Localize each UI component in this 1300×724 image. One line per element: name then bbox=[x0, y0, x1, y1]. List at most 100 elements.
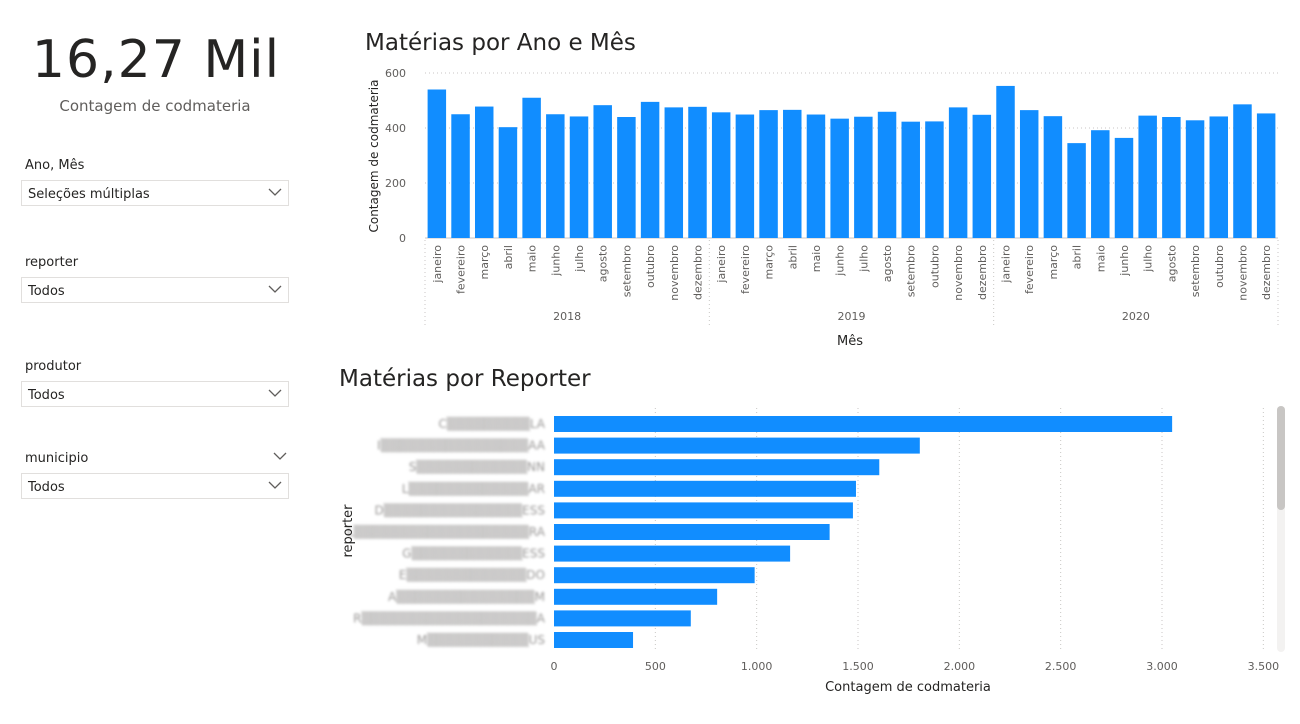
ano-mes-dropdown[interactable]: Seleções múltiplas bbox=[21, 180, 289, 206]
bar bbox=[474, 106, 494, 238]
bar bbox=[617, 117, 636, 238]
bar bbox=[688, 106, 707, 238]
chevron-down-icon bbox=[268, 285, 282, 293]
x-tick-label: dezembro bbox=[976, 245, 989, 300]
bar bbox=[1256, 113, 1276, 238]
bar-chart-reporter: 0 500 1.000 1.500 2.000 2.500 3.000 3.500 C▒▒▒▒▒… bbox=[341, 406, 1285, 695]
x-tick-label: janeiro bbox=[431, 245, 444, 284]
x-tick-label: novembro bbox=[952, 245, 965, 301]
x-tick-label: 0 bbox=[551, 660, 558, 673]
bar bbox=[554, 610, 691, 627]
y-tick-label: 600 bbox=[385, 67, 406, 80]
bar bbox=[1233, 104, 1252, 238]
bar bbox=[783, 109, 802, 238]
bar bbox=[554, 459, 880, 476]
y-axis-title: Contagem de codmateria bbox=[367, 79, 381, 232]
x-tick-label: março bbox=[478, 245, 491, 280]
slicer-title-text: municipio bbox=[25, 451, 89, 466]
bar bbox=[569, 116, 589, 238]
x-tick-label: maio bbox=[810, 245, 823, 273]
slicer-title: reporter bbox=[25, 255, 79, 270]
x-tick-label: 3.500 bbox=[1248, 660, 1280, 673]
kpi-value: 16,27 Mil bbox=[31, 30, 281, 90]
bar bbox=[1162, 117, 1181, 238]
bar bbox=[877, 111, 897, 238]
reporter-label: M▒▒▒▒▒▒▒▒▒▒▒US bbox=[417, 632, 545, 647]
x-tick-label: setembro bbox=[620, 245, 633, 298]
x-tick-label: 1.500 bbox=[842, 660, 874, 673]
bar bbox=[451, 114, 470, 238]
produtor-dropdown[interactable]: Todos bbox=[21, 381, 289, 407]
x-tick-label: agosto bbox=[597, 245, 610, 282]
bar bbox=[1185, 120, 1205, 238]
x-tick-label: abril bbox=[502, 245, 515, 269]
x-tick-label: 500 bbox=[645, 660, 666, 673]
x-tick-label: novembro bbox=[1236, 245, 1249, 301]
bar bbox=[1043, 116, 1063, 238]
x-tick-label: novembro bbox=[668, 245, 681, 301]
chevron-down-icon[interactable] bbox=[273, 451, 287, 461]
x-tick-label: setembro bbox=[905, 245, 918, 298]
reporter-label: L▒▒▒▒▒▒▒▒▒▒▒▒▒▒▒▒▒▒▒RA bbox=[347, 524, 546, 539]
slicer-ano-mes: Ano, Mês Seleções múltiplas bbox=[21, 158, 289, 206]
bar bbox=[664, 107, 684, 238]
dropdown-value: Todos bbox=[28, 284, 65, 299]
x-tick-label: 3.000 bbox=[1146, 660, 1178, 673]
bar bbox=[1114, 137, 1134, 238]
bar bbox=[522, 97, 541, 238]
bar bbox=[996, 85, 1015, 238]
reporter-label: A▒▒▒▒▒▒▒▒▒▒▒▒▒▒▒M bbox=[388, 589, 545, 604]
reporter-label: L▒▒▒▒▒▒▒▒▒▒▒▒▒AR bbox=[402, 481, 545, 496]
bar bbox=[1091, 130, 1110, 238]
municipio-dropdown[interactable]: Todos bbox=[21, 473, 289, 499]
chevron-down-icon bbox=[268, 389, 282, 397]
bar bbox=[948, 107, 968, 238]
dropdown-value: Seleções múltiplas bbox=[28, 187, 150, 202]
slicer-produtor: produtor Todos bbox=[21, 359, 289, 407]
bar bbox=[1067, 143, 1086, 238]
x-tick-label: maio bbox=[1094, 245, 1107, 273]
bar bbox=[554, 632, 634, 648]
bar bbox=[972, 114, 992, 238]
x-tick-label: março bbox=[763, 245, 776, 280]
x-tick-label: setembro bbox=[1189, 245, 1202, 298]
bar bbox=[925, 121, 944, 238]
x-tick-label: fevereiro bbox=[455, 245, 468, 294]
reporter-label: C▒▒▒▒▒▒▒▒▒LA bbox=[438, 416, 545, 431]
bar bbox=[711, 112, 731, 238]
bar bbox=[554, 524, 830, 540]
bar bbox=[806, 114, 826, 238]
bar bbox=[554, 502, 853, 519]
scrollbar-thumb[interactable] bbox=[1277, 406, 1285, 510]
bar bbox=[593, 105, 612, 238]
bar bbox=[901, 121, 920, 238]
kpi-label: Contagem de codmateria bbox=[59, 97, 251, 115]
bar bbox=[759, 110, 778, 238]
bar bbox=[554, 567, 755, 584]
reporter-dropdown[interactable]: Todos bbox=[21, 277, 289, 303]
bar bbox=[1138, 115, 1157, 238]
chevron-down-icon bbox=[268, 481, 282, 489]
y-tick-label: 0 bbox=[399, 232, 406, 245]
bar bbox=[830, 118, 849, 238]
year-label: 2019 bbox=[838, 310, 866, 323]
chevron-down-icon bbox=[268, 188, 282, 196]
dropdown-value: Todos bbox=[28, 480, 65, 495]
x-tick-label: maio bbox=[526, 245, 539, 273]
bar bbox=[854, 116, 873, 238]
bar bbox=[735, 114, 755, 238]
bar bbox=[1209, 116, 1229, 238]
reporter-label: D▒▒▒▒▒▒▒▒▒▒▒▒▒▒▒ESS bbox=[375, 502, 545, 517]
x-tick-label: agosto bbox=[1165, 245, 1178, 282]
bar bbox=[554, 545, 791, 562]
reporter-label: I▒▒▒▒▒▒▒▒▒▒▒▒▒▒▒▒AA bbox=[377, 438, 546, 453]
x-tick-label: janeiro bbox=[1000, 245, 1013, 284]
reporter-label: R▒▒▒▒▒▒▒▒▒▒▒▒▒▒▒▒▒▒▒A bbox=[353, 610, 546, 625]
x-tick-label: dezembro bbox=[691, 245, 704, 300]
slicer-title: produtor bbox=[25, 359, 82, 374]
reporter-label: E▒▒▒▒▒▒▒▒▒▒▒▒▒DO bbox=[399, 567, 545, 582]
reporter-label: S▒▒▒▒▒▒▒▒▒▒▒▒NN bbox=[409, 459, 545, 474]
x-axis-title: Mês bbox=[837, 334, 863, 349]
slicer-municipio: municipio Todos bbox=[21, 451, 289, 499]
x-tick-label: abril bbox=[786, 245, 799, 269]
